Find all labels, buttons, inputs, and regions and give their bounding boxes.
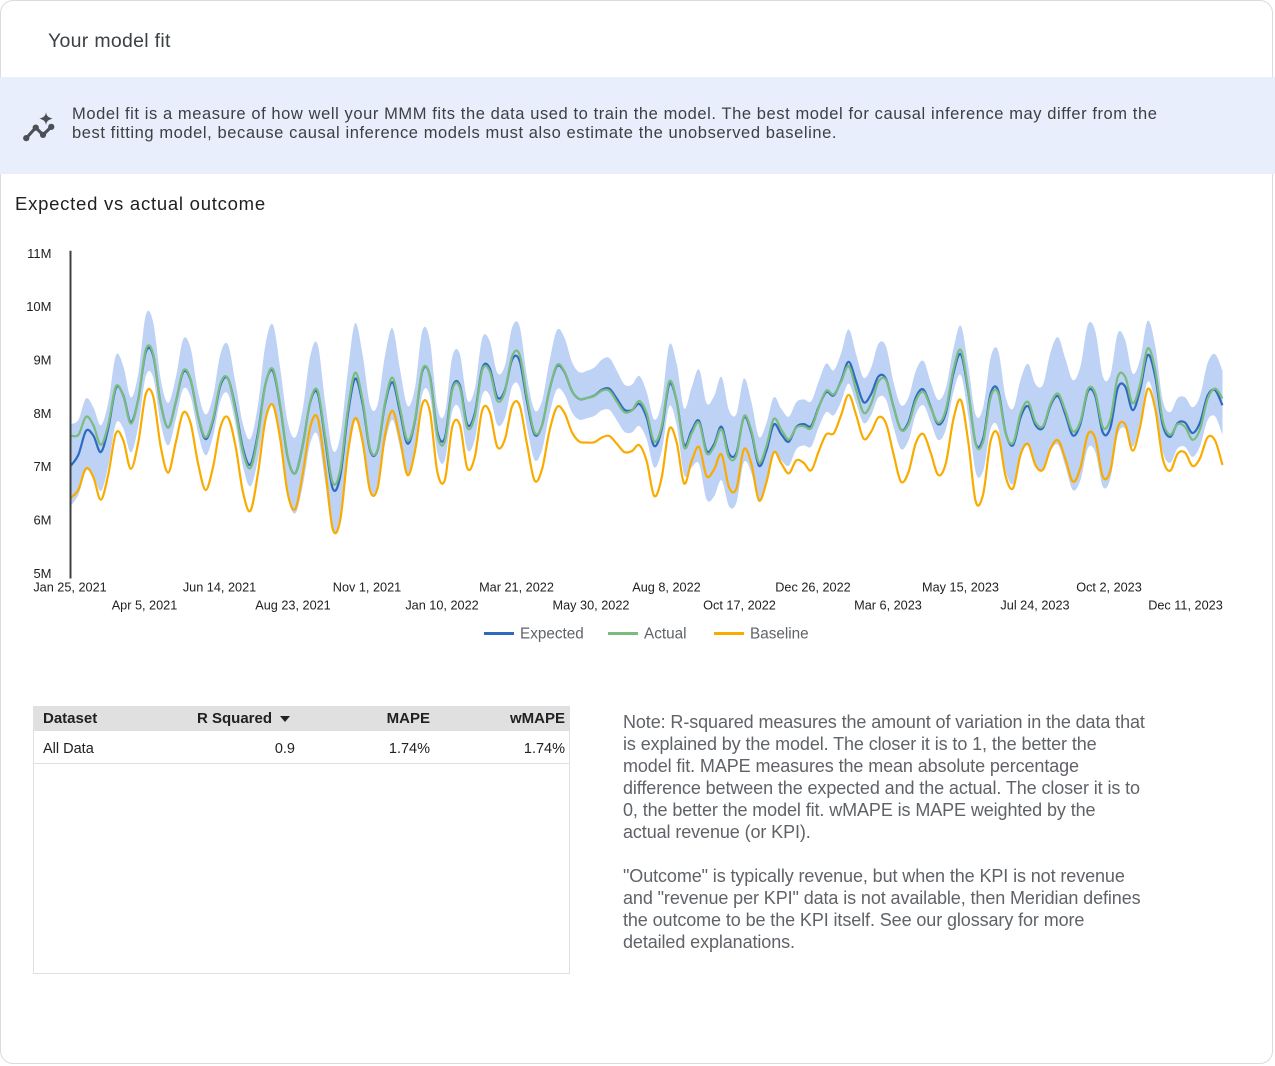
svg-text:10M: 10M <box>26 299 51 314</box>
svg-text:Expected: Expected <box>520 626 584 643</box>
svg-text:Jul 24, 2023: Jul 24, 2023 <box>1000 599 1069 613</box>
svg-text:8M: 8M <box>33 406 51 421</box>
svg-text:7M: 7M <box>33 459 51 474</box>
svg-text:Mar 21, 2022: Mar 21, 2022 <box>479 581 554 595</box>
svg-text:Jan 10, 2022: Jan 10, 2022 <box>405 599 478 613</box>
svg-text:Aug 23, 2021: Aug 23, 2021 <box>255 599 331 613</box>
svg-text:May 30, 2022: May 30, 2022 <box>553 599 630 613</box>
svg-text:May 15, 2023: May 15, 2023 <box>922 581 999 595</box>
svg-text:Oct 17, 2022: Oct 17, 2022 <box>703 599 776 613</box>
svg-text:Dec 26, 2022: Dec 26, 2022 <box>775 581 850 595</box>
svg-text:Oct 2, 2023: Oct 2, 2023 <box>1076 581 1142 595</box>
svg-text:Dec 11, 2023: Dec 11, 2023 <box>1148 599 1223 613</box>
svg-text:Jun 14, 2021: Jun 14, 2021 <box>183 581 256 595</box>
svg-text:9M: 9M <box>33 353 51 368</box>
svg-text:11M: 11M <box>27 246 51 261</box>
svg-text:Baseline: Baseline <box>750 626 809 643</box>
svg-text:Jan 25, 2021: Jan 25, 2021 <box>33 581 106 595</box>
svg-text:Nov 1, 2021: Nov 1, 2021 <box>333 581 401 595</box>
svg-text:6M: 6M <box>33 513 51 528</box>
svg-text:5M: 5M <box>33 566 51 581</box>
svg-text:Mar 6, 2023: Mar 6, 2023 <box>854 599 922 613</box>
svg-text:Actual: Actual <box>644 626 687 643</box>
svg-text:Apr 5, 2021: Apr 5, 2021 <box>112 599 178 613</box>
svg-text:Aug 8, 2022: Aug 8, 2022 <box>632 581 700 595</box>
